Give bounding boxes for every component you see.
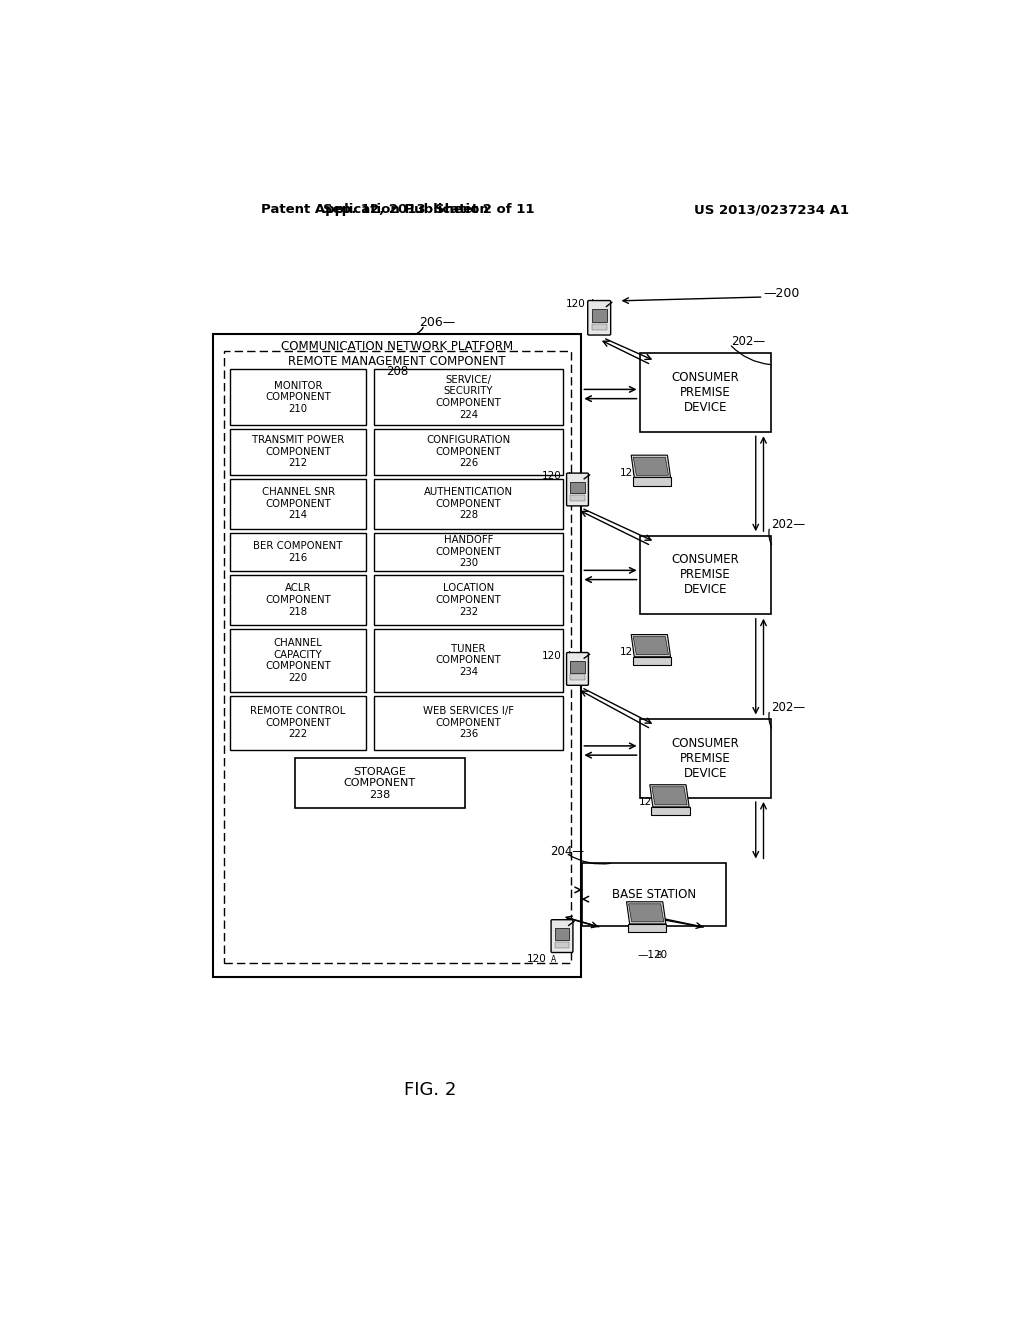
Text: A: A xyxy=(566,473,571,480)
Text: 206—: 206— xyxy=(419,315,455,329)
Bar xyxy=(375,479,563,529)
Polygon shape xyxy=(650,784,689,807)
Text: FIG. 2: FIG. 2 xyxy=(404,1081,457,1100)
Text: TUNER
COMPONENT
234: TUNER COMPONENT 234 xyxy=(436,644,502,677)
Text: REMOTE MANAGEMENT COMPONENT: REMOTE MANAGEMENT COMPONENT xyxy=(289,355,506,368)
Bar xyxy=(592,323,606,330)
Text: COMMUNICATION NETWORK PLATFORM: COMMUNICATION NETWORK PLATFORM xyxy=(282,339,513,352)
Text: 120: 120 xyxy=(620,647,640,657)
Polygon shape xyxy=(633,636,669,655)
Text: CONFIGURATION
COMPONENT
226: CONFIGURATION COMPONENT 226 xyxy=(426,436,511,469)
Bar xyxy=(375,533,563,572)
Bar xyxy=(230,533,366,572)
Text: Sep. 12, 2013  Sheet 2 of 11: Sep. 12, 2013 Sheet 2 of 11 xyxy=(323,203,535,216)
Text: B: B xyxy=(663,797,668,807)
Bar xyxy=(230,479,366,529)
Text: CHANNEL SNR
COMPONENT
214: CHANNEL SNR COMPONENT 214 xyxy=(261,487,335,520)
Bar xyxy=(628,924,667,932)
Bar xyxy=(555,941,569,948)
Text: BASE STATION: BASE STATION xyxy=(611,888,696,902)
Bar xyxy=(375,628,563,692)
Text: 120: 120 xyxy=(543,471,562,482)
Bar xyxy=(230,370,366,425)
Text: REMOTE CONTROL
COMPONENT
222: REMOTE CONTROL COMPONENT 222 xyxy=(251,706,346,739)
Text: 202—: 202— xyxy=(771,701,805,714)
Text: 204—: 204— xyxy=(550,845,585,858)
Bar xyxy=(230,576,366,626)
Bar xyxy=(640,719,771,797)
Bar xyxy=(633,478,671,486)
Polygon shape xyxy=(627,902,666,924)
Bar xyxy=(651,807,690,816)
Text: Patent Application Publication: Patent Application Publication xyxy=(261,203,489,216)
Bar xyxy=(570,675,585,681)
Text: 208: 208 xyxy=(386,366,409,379)
Bar xyxy=(583,863,726,927)
Text: CHANNEL
CAPACITY
COMPONENT
220: CHANNEL CAPACITY COMPONENT 220 xyxy=(265,638,331,682)
Bar xyxy=(592,309,606,322)
Text: 120: 120 xyxy=(543,651,562,661)
Text: HANDOFF
COMPONENT
230: HANDOFF COMPONENT 230 xyxy=(436,536,502,569)
Bar xyxy=(640,536,771,614)
Polygon shape xyxy=(631,635,671,657)
Bar xyxy=(633,657,671,665)
Text: —120: —120 xyxy=(638,950,668,961)
Text: A: A xyxy=(590,300,595,309)
Bar xyxy=(230,429,366,475)
Text: 202—: 202— xyxy=(731,335,765,348)
Text: 120: 120 xyxy=(639,797,658,807)
Text: 120: 120 xyxy=(526,954,547,964)
FancyBboxPatch shape xyxy=(566,652,589,685)
Text: MONITOR
COMPONENT
210: MONITOR COMPONENT 210 xyxy=(265,380,331,413)
Text: BER COMPONENT
216: BER COMPONENT 216 xyxy=(253,541,343,562)
Text: B: B xyxy=(643,469,648,477)
Text: 202—: 202— xyxy=(771,517,805,531)
Bar xyxy=(570,661,585,673)
Text: WEB SERVICES I/F
COMPONENT
236: WEB SERVICES I/F COMPONENT 236 xyxy=(423,706,514,739)
Polygon shape xyxy=(631,455,671,478)
Bar xyxy=(375,576,563,626)
Text: ACLR
COMPONENT
218: ACLR COMPONENT 218 xyxy=(265,583,331,616)
Text: AUTHENTICATION
COMPONENT
228: AUTHENTICATION COMPONENT 228 xyxy=(424,487,513,520)
Bar xyxy=(213,334,582,977)
Text: LOCATION
COMPONENT
232: LOCATION COMPONENT 232 xyxy=(436,583,502,616)
FancyBboxPatch shape xyxy=(551,920,572,953)
Polygon shape xyxy=(633,457,669,475)
Text: A: A xyxy=(566,651,571,660)
Bar xyxy=(640,354,771,432)
Bar xyxy=(570,482,585,494)
Bar xyxy=(375,370,563,425)
Bar xyxy=(295,758,465,808)
Text: TRANSMIT POWER
COMPONENT
212: TRANSMIT POWER COMPONENT 212 xyxy=(252,436,344,469)
Text: CONSUMER
PREMISE
DEVICE: CONSUMER PREMISE DEVICE xyxy=(672,553,739,597)
Text: —200: —200 xyxy=(764,288,800,301)
Text: US 2013/0237234 A1: US 2013/0237234 A1 xyxy=(693,203,849,216)
Text: A: A xyxy=(551,954,556,964)
Polygon shape xyxy=(629,904,664,921)
Text: 120: 120 xyxy=(565,298,586,309)
Bar xyxy=(375,696,563,750)
Text: CONSUMER
PREMISE
DEVICE: CONSUMER PREMISE DEVICE xyxy=(672,737,739,780)
Bar xyxy=(224,351,570,964)
Text: CONSUMER
PREMISE
DEVICE: CONSUMER PREMISE DEVICE xyxy=(672,371,739,414)
Polygon shape xyxy=(652,787,687,805)
Text: B: B xyxy=(643,648,648,656)
Bar xyxy=(230,696,366,750)
Text: SERVICE/
SECURITY
COMPONENT
224: SERVICE/ SECURITY COMPONENT 224 xyxy=(436,375,502,420)
Bar xyxy=(230,628,366,692)
Text: STORAGE
COMPONENT
238: STORAGE COMPONENT 238 xyxy=(344,767,416,800)
Text: 120: 120 xyxy=(620,467,640,478)
Text: B: B xyxy=(656,950,662,960)
FancyBboxPatch shape xyxy=(566,473,589,506)
Bar xyxy=(555,928,569,940)
FancyBboxPatch shape xyxy=(588,301,610,335)
Bar xyxy=(570,495,585,502)
Bar xyxy=(375,429,563,475)
